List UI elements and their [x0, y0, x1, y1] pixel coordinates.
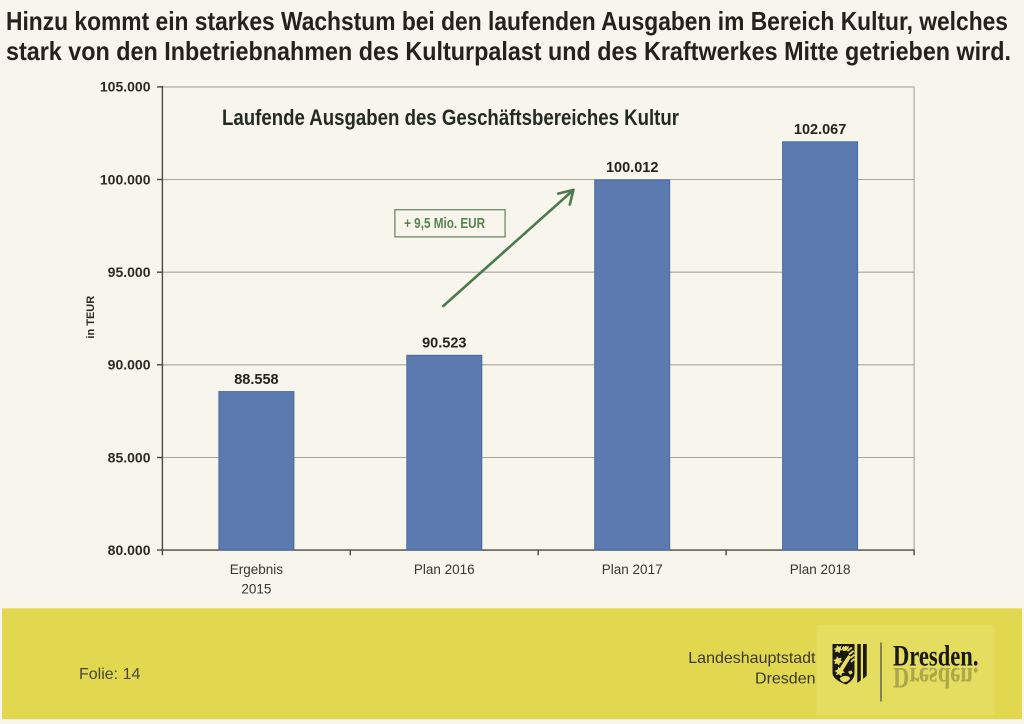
svg-text:Dresden.: Dresden.	[893, 640, 979, 673]
svg-text:+ 9,5 Mio. EUR: + 9,5 Mio. EUR	[404, 216, 485, 232]
svg-text:100.000: 100.000	[100, 171, 151, 187]
svg-text:Plan 2017: Plan 2017	[602, 562, 663, 577]
svg-text:Plan 2018: Plan 2018	[790, 562, 851, 577]
svg-text:Dresden.: Dresden.	[893, 661, 979, 694]
svg-text:Hinzu kommt ein starkes Wachst: Hinzu kommt ein starkes Wachstum bei den…	[6, 6, 1008, 36]
svg-text:Landeshauptstadt: Landeshauptstadt	[688, 650, 816, 667]
svg-text:90.523: 90.523	[422, 336, 466, 352]
svg-text:88.558: 88.558	[234, 372, 278, 388]
svg-text:Dresden: Dresden	[755, 671, 815, 688]
svg-text:105.000: 105.000	[100, 79, 151, 95]
svg-text:85.000: 85.000	[108, 449, 151, 465]
svg-text:stark von den Inbetriebnahmen: stark von den Inbetriebnahmen des Kultur…	[6, 36, 1011, 66]
svg-text:102.067: 102.067	[794, 122, 846, 138]
svg-text:100.012: 100.012	[606, 160, 658, 176]
svg-text:90.000: 90.000	[108, 357, 151, 373]
svg-text:Folie: 14: Folie: 14	[79, 666, 140, 683]
svg-text:in TEUR: in TEUR	[85, 296, 97, 339]
svg-text:Ergebnis: Ergebnis	[230, 562, 284, 577]
svg-text:2015: 2015	[241, 582, 271, 597]
svg-text:80.000: 80.000	[108, 542, 151, 558]
svg-text:Plan 2016: Plan 2016	[414, 562, 475, 577]
svg-text:95.000: 95.000	[108, 264, 151, 280]
svg-text:Laufende Ausgaben des Geschäft: Laufende Ausgaben des Geschäftsbereiches…	[222, 105, 679, 130]
